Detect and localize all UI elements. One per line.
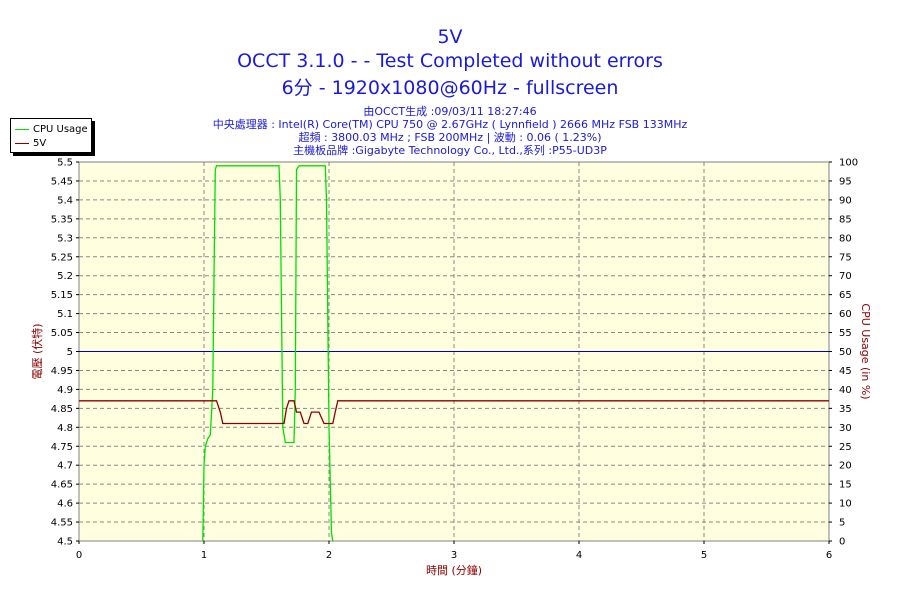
y-right-tick-label: 35 [839,404,852,415]
chart-subtitle-2: 6分 - 1920x1080@60Hz - fullscreen [281,77,619,99]
y-right-tick-label: 10 [839,499,852,510]
y-right-tick-label: 80 [839,233,852,244]
legend-item-5v: 5V [15,137,46,149]
y-right-tick-label: 55 [839,328,852,339]
y-left-tick-label: 5.2 [57,271,73,282]
y-right-tick-label: 100 [839,158,858,169]
y-right-tick-label: 45 [839,366,852,377]
x-tick-label: 4 [576,550,582,561]
y-left-tick-label: 5.15 [51,290,73,301]
y-left-tick-label: 4.9 [57,385,73,396]
y-axis-label-left: 電壓 (伏特) [30,323,44,379]
legend: CPU Usage 5V [10,118,92,153]
y-left-tick-label: 5.35 [51,214,73,225]
y-right-tick-label: 65 [839,290,852,301]
y-left-tick-label: 4.85 [51,404,73,415]
series-line-5v [79,400,829,425]
y-right-tick-label: 5 [839,518,845,529]
y-right-tick-label: 30 [839,423,852,434]
info-cpu: 中央處理器 : Intel(R) Core(TM) CPU 750 @ 2.67… [212,118,688,131]
y-left-tick-label: 5.3 [57,233,73,244]
y-left-tick-label: 4.8 [57,423,73,434]
y-left-tick-label: 4.65 [51,480,73,491]
y-left-tick-label: 5.05 [51,328,73,339]
y-left-tick-label: 4.7 [57,461,73,472]
y-right-tick-label: 50 [839,347,852,358]
x-axis-label: 時間 (分鐘) [426,563,482,577]
legend-swatch-cpu-usage [15,128,29,130]
y-left-tick-label: 4.5 [57,537,73,548]
y-left-tick-label: 5.1 [57,309,73,320]
y-left-tick-label: 5.45 [51,176,73,187]
legend-label-5v: 5V [33,137,47,149]
y-left-tick-label: 5 [67,347,73,358]
x-tick-label: 0 [76,550,82,561]
y-right-tick-label: 15 [839,480,852,491]
y-left-tick-label: 5.5 [57,158,73,169]
chart-subtitle: OCCT 3.1.0 - - Test Completed without er… [237,50,663,72]
y-right-tick-label: 70 [839,271,852,282]
x-tick-label: 6 [826,550,832,561]
chart-title: 5V [437,26,463,48]
y-left-tick-label: 5.25 [51,252,73,263]
y-right-tick-label: 0 [839,537,845,548]
y-right-tick-label: 40 [839,385,852,396]
x-tick-label: 5 [701,550,707,561]
y-right-tick-label: 20 [839,461,852,472]
info-generated: 由OCCT生成 :09/03/11 18:27:46 [363,105,537,118]
y-right-tick-label: 85 [839,214,852,225]
x-tick-label: 1 [201,550,207,561]
y-right-tick-label: 60 [839,309,852,320]
legend-item-cpu-usage: CPU Usage [15,123,88,135]
y-left-tick-label: 4.95 [51,366,73,377]
y-right-tick-label: 75 [839,252,852,263]
x-tick-label: 2 [326,550,332,561]
series-line-cpu-usage [202,165,334,542]
y-left-tick-label: 4.55 [51,518,73,529]
legend-label-cpu-usage: CPU Usage [33,123,88,135]
y-axis-label-right: CPU Usage (in %) [859,303,872,399]
info-motherboard: 主機板品牌 :Gigabyte Technology Co., Ltd.,系列 … [293,144,607,157]
y-left-tick-label: 5.4 [57,195,73,206]
y-right-tick-label: 25 [839,442,852,453]
y-left-tick-label: 4.6 [57,499,73,510]
y-left-tick-label: 4.75 [51,442,73,453]
x-tick-label: 3 [451,550,457,561]
y-right-tick-label: 90 [839,195,852,206]
y-right-tick-label: 95 [839,176,852,187]
legend-swatch-5v [15,142,29,144]
info-overclock: 超頻 : 3800.03 MHz ; FSB 200MHz | 波動 : 0.0… [298,131,602,144]
